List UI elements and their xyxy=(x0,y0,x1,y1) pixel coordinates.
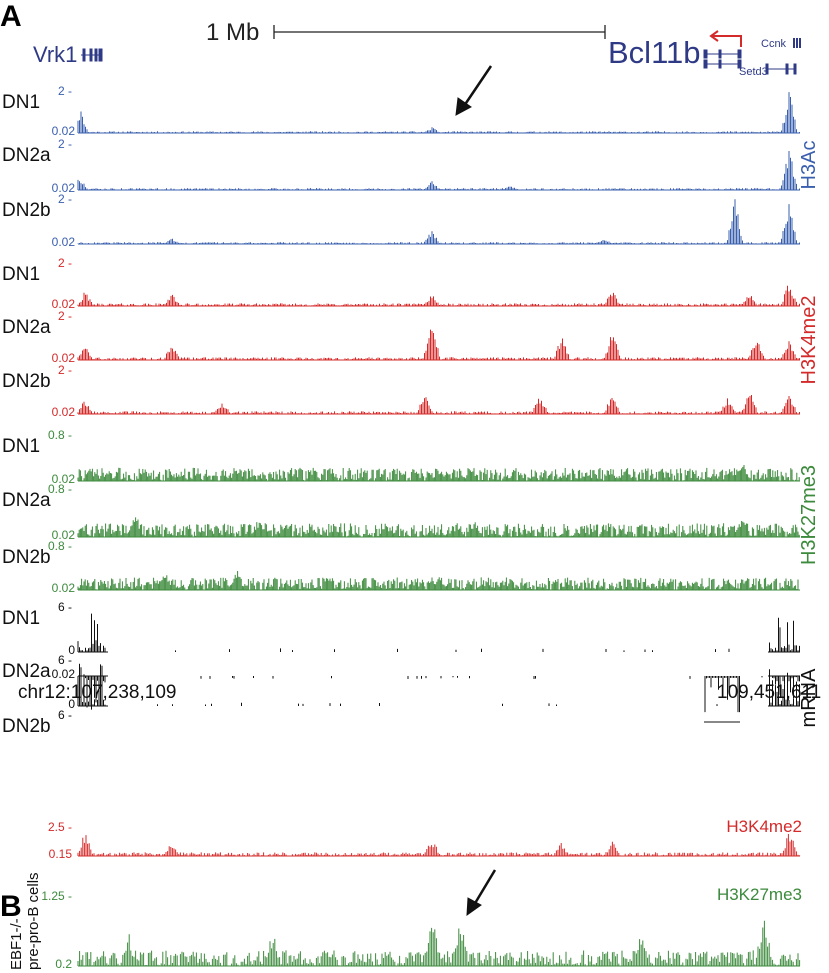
track-signal xyxy=(77,329,800,360)
gene-bcl11b-model xyxy=(703,49,742,69)
track-signal xyxy=(77,663,800,706)
arrow-icon xyxy=(466,869,497,917)
axis-max-label: 0.8 - xyxy=(48,428,72,442)
track-signal xyxy=(77,517,800,537)
panel-b-cell-label-line1: EBF1-/- xyxy=(8,918,25,970)
track-signal xyxy=(77,395,800,414)
sample-label: DN2b xyxy=(2,200,51,221)
axis-max-label: 2 - xyxy=(58,137,72,151)
axis-max-label: 2 - xyxy=(58,256,72,270)
axis-max-label: 1.25 - xyxy=(41,889,72,903)
sample-label: DN2a xyxy=(2,661,51,682)
track-signal xyxy=(77,920,801,966)
gene-vrk1-label: Vrk1 xyxy=(33,42,77,67)
panel-a-label: A xyxy=(0,0,22,33)
gene-bcl11b-label: Bcl11b xyxy=(608,35,701,70)
track-signal xyxy=(77,676,800,713)
panel-b-cell-label-line2: pre-pro-B cells xyxy=(25,872,42,970)
axis-min-label: 0.02 xyxy=(52,528,76,542)
axis-max-label: 2 - xyxy=(58,309,72,323)
axis-min-label: 0.02 xyxy=(52,667,76,681)
sample-label: DN1 xyxy=(2,92,40,113)
sample-label: DN2b xyxy=(2,547,51,568)
sample-label: DN2a xyxy=(2,145,51,166)
axis-min-label: 0.02 xyxy=(52,181,76,195)
sample-label: DN1 xyxy=(2,608,40,629)
mark-label: H3K4me2 xyxy=(726,817,802,836)
gene-setd3-model xyxy=(765,63,797,75)
mark-label: H3Ac xyxy=(798,141,820,190)
track-signal xyxy=(77,834,801,856)
mark-label: H3K4me2 xyxy=(798,296,820,385)
track-signal xyxy=(77,571,800,590)
mark-label: H3K27me3 xyxy=(798,465,820,565)
axis-max-label: 2 - xyxy=(58,192,72,206)
track-signal xyxy=(77,151,800,190)
axis-min-label: 0 xyxy=(68,697,75,711)
gene-vrk1-model xyxy=(81,48,103,62)
gene-setd3-label: Setd3 xyxy=(739,66,768,78)
panel-b-label: B xyxy=(0,890,22,923)
sample-label: DN1 xyxy=(2,264,40,285)
axis-min-label: 0 xyxy=(68,643,75,657)
track-signal xyxy=(77,199,800,244)
axis-max-label: 0.8 - xyxy=(48,482,72,496)
axis-max-label: 6 - xyxy=(58,708,72,722)
axis-max-label: 0.8 - xyxy=(48,539,72,553)
axis-max-label: 6 - xyxy=(58,600,72,614)
axis-min-label: 0.02 xyxy=(52,235,76,249)
axis-min-label: 0.02 xyxy=(52,472,76,486)
scale-bar xyxy=(273,25,606,39)
axis-min-label: 0.2 xyxy=(55,957,72,971)
axis-min-label: 0.15 xyxy=(49,847,73,861)
mark-label: mRNA xyxy=(798,668,820,728)
sample-label: DN2b xyxy=(2,716,51,737)
arrow-icon xyxy=(455,65,493,116)
coordinate-start: chr12:107,238,109 xyxy=(18,682,176,703)
scale-bar-label: 1 Mb xyxy=(206,19,259,46)
gene-ccnk-label: Ccnk xyxy=(761,38,787,50)
axis-min-label: 0.02 xyxy=(52,124,76,138)
sample-label: DN2b xyxy=(2,371,51,392)
axis-min-label: 0.02 xyxy=(52,351,76,365)
tss-arrow-icon xyxy=(709,30,742,47)
track-signal xyxy=(77,613,800,652)
axis-min-label: 0.02 xyxy=(52,297,76,311)
axis-max-label: 6 - xyxy=(58,653,72,667)
axis-max-label: 2 - xyxy=(58,363,72,377)
axis-max-label: 2 - xyxy=(58,84,72,98)
track-signal xyxy=(77,465,800,481)
axis-max-label: 2.5 - xyxy=(48,820,72,834)
track-signal xyxy=(77,285,800,306)
sample-label: DN2a xyxy=(2,317,51,338)
axis-min-label: 0.02 xyxy=(52,405,76,419)
axis-min-label: 0.02 xyxy=(52,581,76,595)
sample-label: DN2a xyxy=(2,490,51,511)
sample-label: DN1 xyxy=(2,436,40,457)
gene-ccnk-model xyxy=(793,38,801,48)
mark-label: H3K27me3 xyxy=(717,885,802,904)
track-signal xyxy=(77,92,800,133)
